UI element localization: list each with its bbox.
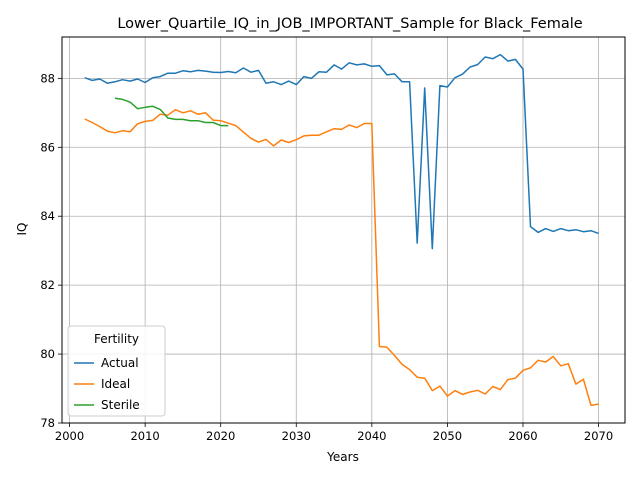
y-tick-label: 84 xyxy=(40,209,55,223)
series-line-actual xyxy=(84,53,599,250)
series-line-sterile xyxy=(114,97,229,127)
plot-frame xyxy=(61,36,626,424)
x-tick-label: 2050 xyxy=(433,429,462,443)
y-axis-label: IQ xyxy=(15,223,29,236)
y-tick-label: 80 xyxy=(40,347,55,361)
series-line-ideal xyxy=(84,108,599,407)
x-tick-label: 2020 xyxy=(206,429,235,443)
x-axis-label: Years xyxy=(326,450,359,464)
x-axis-ticks: 2000 2010 2020 2030 2040 2050 2060 2070 xyxy=(55,423,613,443)
x-tick-label: 2060 xyxy=(508,429,537,443)
series-lines xyxy=(84,53,599,407)
y-tick-label: 88 xyxy=(40,71,55,85)
y-axis-ticks: 78 80 82 84 86 88 xyxy=(40,71,62,430)
x-tick-label: 2010 xyxy=(130,429,159,443)
x-tick-label: 2070 xyxy=(584,429,613,443)
chart-title: Lower_Quartile_IQ_in_JOB_IMPORTANT_Sampl… xyxy=(117,16,582,32)
legend-label-actual: Actual xyxy=(101,356,139,370)
x-tick-label: 2030 xyxy=(282,429,311,443)
y-tick-label: 86 xyxy=(40,140,55,154)
legend-label-sterile: Sterile xyxy=(101,398,140,412)
legend-label-ideal: Ideal xyxy=(101,377,130,391)
legend-title: Fertility xyxy=(94,332,139,346)
legend-box xyxy=(67,325,166,417)
legend: Fertility Actual Ideal Sterile xyxy=(67,325,166,417)
legend-items: Actual Ideal Sterile xyxy=(74,356,140,412)
y-tick-label: 82 xyxy=(40,278,55,292)
y-tick-label: 78 xyxy=(40,416,55,430)
x-tick-label: 2000 xyxy=(55,429,84,443)
x-tick-label: 2040 xyxy=(357,429,386,443)
